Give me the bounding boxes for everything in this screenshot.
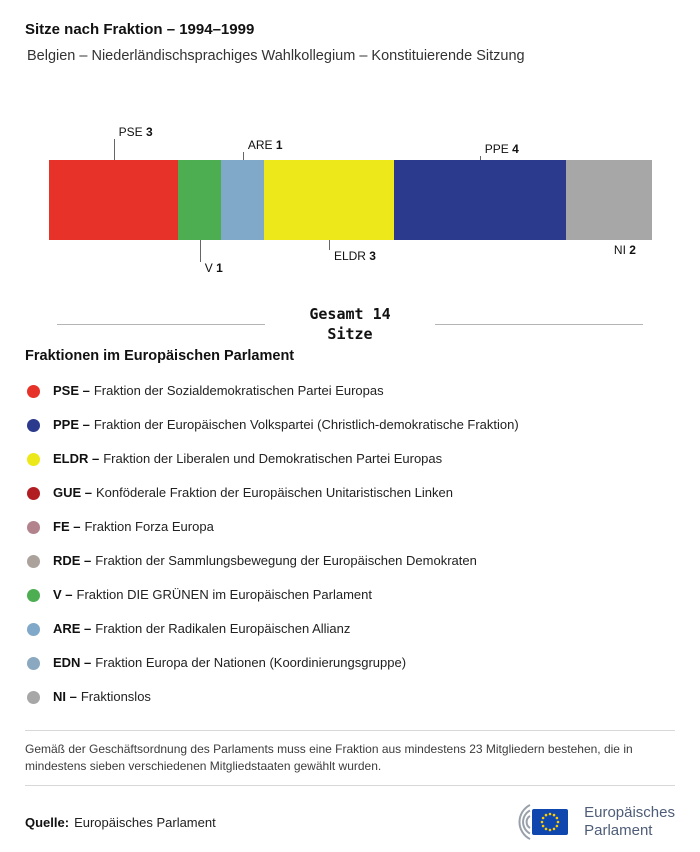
- legend-item-ni: NI – Fraktionslos: [25, 680, 675, 714]
- callout-ppe: PPE 4: [479, 142, 519, 160]
- legend-item-fe: FE – Fraktion Forza Europa: [25, 510, 675, 544]
- bar-segment-ni: [565, 160, 652, 240]
- total-seats-row: Gesamt 14 Sitze: [57, 304, 643, 344]
- page-subtitle: Belgien – Niederländischsprachiges Wahlk…: [27, 48, 525, 64]
- bar-segment-v: [178, 160, 222, 240]
- legend-title: Fraktionen im Europäischen Parlament: [25, 348, 295, 364]
- legend-item-pse: PSE – Fraktion der Sozialdemokratischen P…: [25, 374, 675, 408]
- callout-label: ARE 1: [247, 138, 283, 152]
- legend-item-edn: EDN – Fraktion Europa der Nationen (Koord…: [25, 646, 675, 680]
- leader-line: [479, 156, 481, 160]
- footnote-text: Gemäß der Geschäftsordnung des Parlament…: [25, 742, 633, 773]
- source-line: Quelle: Europäisches Parlament: [25, 815, 216, 830]
- callout-eldr: ELDR 3: [328, 240, 376, 263]
- parliament-hemicycle-flag-icon: [518, 804, 569, 840]
- ppe-color-dot: [27, 418, 40, 432]
- legend-item-eldr: ELDR – Fraktion der Liberalen und Demokra…: [25, 442, 675, 476]
- seat-bar-wrap: PSE 3 V 1 ARE 1 ELDR 3 PPE 4 NI 2: [49, 126, 652, 275]
- callout-label: PPE 4: [484, 142, 519, 156]
- callout-pse: PSE 3: [113, 125, 153, 160]
- callout-label: V 1: [204, 261, 223, 275]
- seat-bar: [49, 160, 652, 240]
- bar-segment-eldr: [264, 160, 394, 240]
- legend-item-gue: GUE – Konföderale Fraktion der Europäisch…: [25, 476, 675, 510]
- rde-color-dot: [27, 554, 40, 568]
- pse-color-dot: [27, 384, 40, 398]
- fe-color-dot: [27, 520, 40, 534]
- left-rule: [57, 323, 265, 325]
- bottom-row: Quelle: Europäisches Parlament Europäisch…: [25, 802, 675, 842]
- callout-are: ARE 1: [242, 138, 283, 160]
- callout-ni: NI 2: [609, 240, 636, 257]
- european-parliament-logo: Europäisches Parlament: [504, 802, 675, 842]
- legend-item-rde: RDE – Fraktion der Sammlungsbewegung der …: [25, 544, 675, 578]
- v-color-dot: [27, 588, 40, 602]
- gue-color-dot: [27, 486, 40, 500]
- legend-item-ppe: PPE – Fraktion der Europäischen Volkspart…: [25, 408, 675, 442]
- total-line-1: Gesamt 14: [309, 305, 391, 323]
- legend-item-are: ARE – Fraktion der Radikalen Europäischen…: [25, 612, 675, 646]
- logo-line-2: Parlament: [584, 822, 653, 839]
- callout-label: NI 2: [613, 243, 636, 257]
- eldr-color-dot: [27, 452, 40, 466]
- leader-line: [113, 139, 115, 160]
- footnote-bottom-rule: [25, 785, 675, 786]
- right-rule: [435, 323, 643, 325]
- callout-label: ELDR 3: [333, 249, 376, 263]
- edn-color-dot: [27, 656, 40, 670]
- callout-label: PSE 3: [118, 125, 153, 139]
- page-title: Sitze nach Fraktion – 1994–1999: [25, 21, 255, 38]
- footnote-top-rule: [25, 730, 675, 731]
- legend-list: PSE – Fraktion der Sozialdemokratischen P…: [25, 374, 675, 714]
- source-label: Quelle:: [25, 814, 70, 830]
- are-color-dot: [27, 622, 40, 636]
- ni-color-dot: [27, 690, 40, 704]
- seat-chart: PSE 3 V 1 ARE 1 ELDR 3 PPE 4 NI 2: [49, 126, 652, 275]
- leader-line: [328, 240, 330, 250]
- callout-v: V 1: [199, 240, 223, 275]
- bar-segment-pse: [49, 160, 179, 240]
- total-seats-label: Gesamt 14 Sitze: [265, 304, 435, 344]
- logo-line-1: Europäisches: [584, 804, 675, 821]
- source-text: Europäisches Parlament: [74, 814, 216, 830]
- bar-segment-are: [221, 160, 265, 240]
- legend-item-v: V – Fraktion DIE GRÜNEN im Europäischen P…: [25, 578, 675, 612]
- bar-segment-ppe: [393, 160, 566, 240]
- total-line-2: Sitze: [327, 325, 373, 343]
- logo-wordmark: Europäisches Parlament: [584, 804, 675, 840]
- leader-line: [199, 240, 201, 262]
- leader-line: [242, 152, 244, 160]
